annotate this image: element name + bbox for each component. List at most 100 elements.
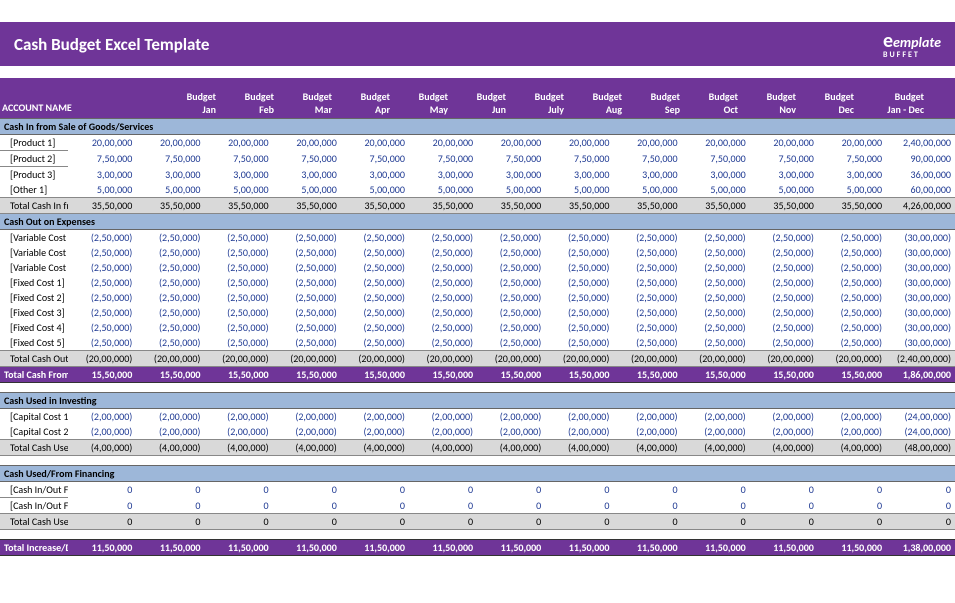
- cell[interactable]: (2,50,000): [136, 320, 204, 335]
- cell[interactable]: (2,50,000): [613, 320, 681, 335]
- cell[interactable]: (2,50,000): [136, 230, 204, 246]
- cell[interactable]: 35,50,000: [409, 198, 477, 214]
- cell[interactable]: 7,50,000: [68, 151, 136, 167]
- cell[interactable]: (2,50,000): [818, 290, 886, 305]
- cell[interactable]: 0: [818, 498, 886, 514]
- cell[interactable]: (20,00,000): [68, 351, 136, 367]
- cell[interactable]: (2,00,000): [477, 424, 545, 440]
- cell[interactable]: 15,50,000: [341, 367, 409, 383]
- cell[interactable]: 0: [545, 514, 613, 530]
- cell[interactable]: 0: [68, 482, 136, 498]
- cell[interactable]: (2,00,000): [204, 424, 272, 440]
- cell[interactable]: (2,00,000): [613, 424, 681, 440]
- cell[interactable]: 0: [136, 498, 204, 514]
- cell[interactable]: (2,50,000): [682, 320, 750, 335]
- cell[interactable]: 0: [68, 514, 136, 530]
- cell[interactable]: 7,50,000: [409, 151, 477, 167]
- cell[interactable]: 15,50,000: [682, 367, 750, 383]
- cell[interactable]: 35,50,000: [341, 198, 409, 214]
- cell[interactable]: 5,00,000: [409, 182, 477, 198]
- cell[interactable]: 3,00,000: [545, 167, 613, 183]
- cell[interactable]: (2,50,000): [682, 335, 750, 351]
- cell[interactable]: (20,00,000): [273, 351, 341, 367]
- cell[interactable]: 35,50,000: [204, 198, 272, 214]
- cell[interactable]: (2,50,000): [341, 290, 409, 305]
- cell[interactable]: (2,50,000): [545, 230, 613, 246]
- cell[interactable]: (2,00,000): [409, 409, 477, 425]
- cell[interactable]: 0: [136, 482, 204, 498]
- cell[interactable]: 0: [68, 498, 136, 514]
- cell[interactable]: (2,00,000): [818, 424, 886, 440]
- cell[interactable]: (2,50,000): [477, 305, 545, 320]
- cell[interactable]: 15,50,000: [204, 367, 272, 383]
- cell[interactable]: 11,50,000: [409, 540, 477, 556]
- cell[interactable]: (20,00,000): [818, 351, 886, 367]
- cell[interactable]: 7,50,000: [818, 151, 886, 167]
- cell[interactable]: (4,00,000): [136, 440, 204, 456]
- cell[interactable]: 20,00,000: [204, 135, 272, 151]
- cell[interactable]: (2,00,000): [750, 409, 818, 425]
- cell[interactable]: 0: [613, 514, 681, 530]
- cell[interactable]: 0: [613, 498, 681, 514]
- cell[interactable]: (2,00,000): [682, 409, 750, 425]
- cell[interactable]: 0: [204, 482, 272, 498]
- cell[interactable]: 5,00,000: [273, 182, 341, 198]
- cell[interactable]: 20,00,000: [409, 135, 477, 151]
- cell[interactable]: (2,50,000): [613, 275, 681, 290]
- cell[interactable]: (2,50,000): [68, 305, 136, 320]
- cell[interactable]: 0: [477, 514, 545, 530]
- cell[interactable]: 15,50,000: [273, 367, 341, 383]
- cell[interactable]: 0: [750, 498, 818, 514]
- cell[interactable]: 7,50,000: [204, 151, 272, 167]
- cell[interactable]: 7,50,000: [613, 151, 681, 167]
- cell[interactable]: 0: [613, 482, 681, 498]
- cell[interactable]: 7,50,000: [273, 151, 341, 167]
- cell[interactable]: (2,50,000): [68, 290, 136, 305]
- cell[interactable]: (4,00,000): [545, 440, 613, 456]
- cell[interactable]: (2,50,000): [477, 245, 545, 260]
- cell[interactable]: (2,00,000): [136, 409, 204, 425]
- cell[interactable]: 5,00,000: [341, 182, 409, 198]
- cell[interactable]: (2,50,000): [273, 290, 341, 305]
- cell[interactable]: 7,50,000: [341, 151, 409, 167]
- cell[interactable]: (2,50,000): [409, 260, 477, 275]
- cell[interactable]: (2,50,000): [68, 260, 136, 275]
- cell[interactable]: 3,00,000: [136, 167, 204, 183]
- cell[interactable]: 35,50,000: [273, 198, 341, 214]
- cell[interactable]: (2,50,000): [613, 335, 681, 351]
- cell[interactable]: 0: [750, 482, 818, 498]
- cell[interactable]: 0: [477, 498, 545, 514]
- cell[interactable]: (2,50,000): [818, 230, 886, 246]
- cell[interactable]: 0: [341, 498, 409, 514]
- cell[interactable]: 20,00,000: [68, 135, 136, 151]
- cell[interactable]: 11,50,000: [818, 540, 886, 556]
- cell[interactable]: 5,00,000: [682, 182, 750, 198]
- cell[interactable]: 0: [409, 498, 477, 514]
- cell[interactable]: 0: [341, 482, 409, 498]
- cell[interactable]: 5,00,000: [545, 182, 613, 198]
- cell[interactable]: (2,50,000): [68, 245, 136, 260]
- cell[interactable]: (2,50,000): [682, 230, 750, 246]
- cell[interactable]: 5,00,000: [818, 182, 886, 198]
- cell[interactable]: 11,50,000: [273, 540, 341, 556]
- cell[interactable]: (2,50,000): [136, 335, 204, 351]
- cell[interactable]: 20,00,000: [273, 135, 341, 151]
- cell[interactable]: 3,00,000: [273, 167, 341, 183]
- cell[interactable]: 3,00,000: [613, 167, 681, 183]
- cell[interactable]: (2,50,000): [477, 275, 545, 290]
- cell[interactable]: (2,50,000): [409, 290, 477, 305]
- cell[interactable]: (2,50,000): [204, 320, 272, 335]
- cell[interactable]: (20,00,000): [341, 351, 409, 367]
- cell[interactable]: (2,50,000): [341, 245, 409, 260]
- cell[interactable]: (2,00,000): [477, 409, 545, 425]
- cell[interactable]: (2,50,000): [68, 230, 136, 246]
- cell[interactable]: (2,50,000): [477, 290, 545, 305]
- cell[interactable]: (4,00,000): [613, 440, 681, 456]
- cell[interactable]: (2,50,000): [136, 290, 204, 305]
- cell[interactable]: (2,50,000): [750, 305, 818, 320]
- cell[interactable]: 15,50,000: [613, 367, 681, 383]
- cell[interactable]: (2,50,000): [750, 245, 818, 260]
- cell[interactable]: 11,50,000: [682, 540, 750, 556]
- cell[interactable]: 3,00,000: [68, 167, 136, 183]
- cell[interactable]: (2,50,000): [682, 260, 750, 275]
